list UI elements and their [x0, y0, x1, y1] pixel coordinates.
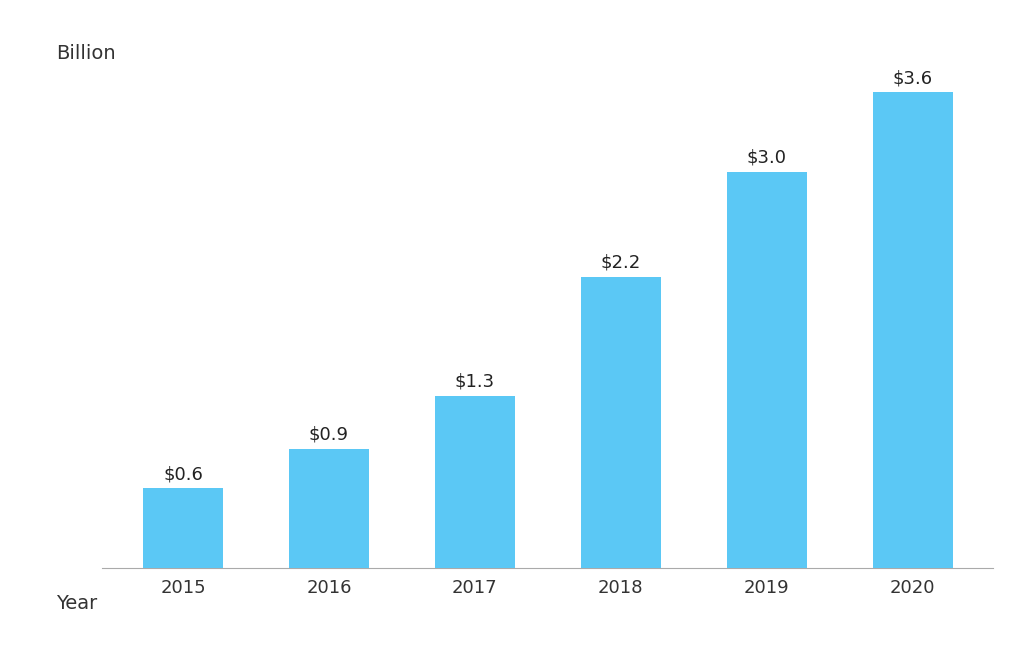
Bar [581, 277, 660, 568]
Bar [435, 396, 515, 568]
Text: $2.2: $2.2 [601, 254, 641, 272]
Text: Year: Year [56, 594, 97, 613]
Bar [143, 488, 223, 568]
Bar [289, 449, 369, 568]
Text: $0.9: $0.9 [309, 426, 349, 444]
Text: $3.0: $3.0 [746, 148, 786, 166]
Text: $3.6: $3.6 [893, 69, 933, 87]
Text: $1.3: $1.3 [455, 373, 495, 391]
Bar [872, 92, 952, 568]
Text: $0.6: $0.6 [163, 465, 203, 483]
Bar [727, 172, 807, 568]
Text: Billion: Billion [56, 44, 116, 63]
